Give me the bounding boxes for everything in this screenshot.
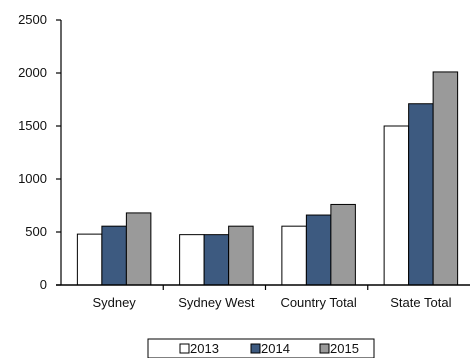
legend-box (147, 338, 375, 358)
legend-swatch-2015 (319, 343, 330, 354)
bar-2013-sydney (76, 233, 103, 286)
legend-label-2014: 2014 (261, 341, 290, 356)
bar-2014-sydney-west (203, 234, 230, 286)
y-tick-label: 0 (40, 277, 47, 292)
y-tick-label: 2500 (18, 12, 47, 27)
bar-2015-state-total (432, 71, 459, 286)
legend-label-2013: 2013 (190, 341, 219, 356)
bar-2015-sydney-west (228, 225, 254, 286)
y-axis: 0 500 1000 1500 2000 2500 (18, 12, 62, 292)
y-tick-label: 1000 (18, 171, 47, 186)
y-tick-label: 500 (25, 224, 47, 239)
bar-2014-sydney (101, 225, 127, 286)
x-axis: Sydney Sydney West Country Total State Tota… (56, 284, 470, 310)
legend-label-2015: 2015 (330, 341, 359, 356)
bar-2013-sydney-west (179, 234, 205, 286)
x-tick-label: Country Total (280, 295, 356, 310)
bar-2013-country-total (281, 225, 307, 286)
legend-swatch-2013 (179, 343, 190, 354)
bar-2014-state-total (408, 103, 434, 286)
x-tick-label: State Total (390, 295, 451, 310)
legend-swatch-2014 (250, 343, 261, 354)
x-tick-label: Sydney (92, 295, 136, 310)
legend: 2013 2014 2015 (147, 338, 375, 358)
bars (76, 71, 459, 286)
bar-2013-state-total (383, 125, 410, 286)
bar-2014-country-total (305, 214, 332, 286)
bar-2015-sydney (125, 212, 152, 286)
y-tick-label: 1500 (18, 118, 47, 133)
bar-2015-country-total (330, 203, 356, 286)
x-tick-label: Sydney West (178, 295, 255, 310)
y-tick-label: 2000 (18, 65, 47, 80)
